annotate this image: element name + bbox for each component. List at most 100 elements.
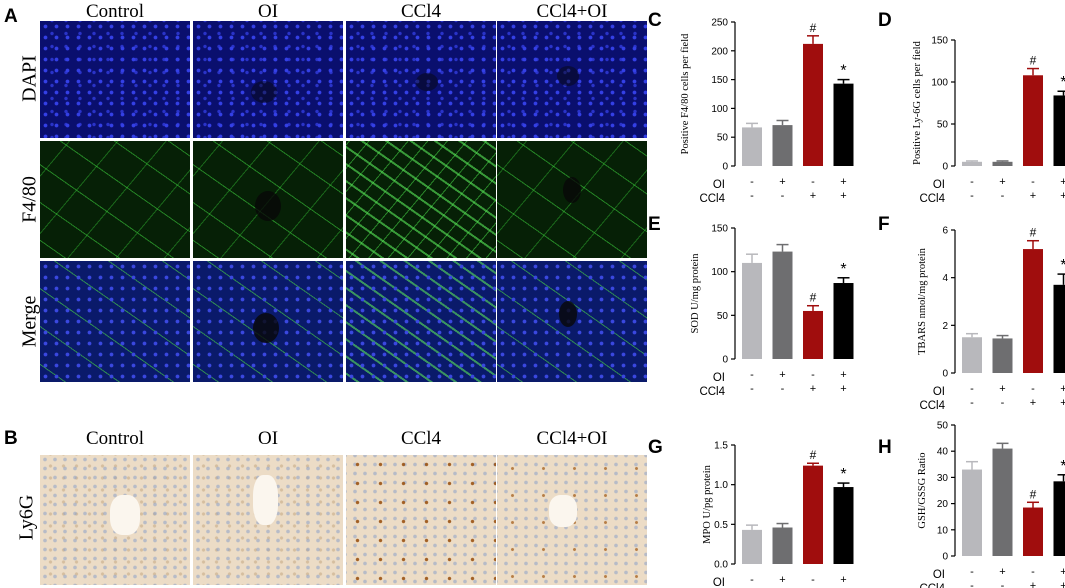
col-header-control: Control [85,1,145,22]
bar-h [992,448,1013,556]
significance-marker-d: # [1030,54,1037,68]
oi-sign-h: - [1031,566,1035,578]
image-f480-ccl4-oi [497,141,647,258]
oi-sign-e: + [779,369,785,381]
bar-f [1023,249,1043,373]
ccl4-sign-d: - [1001,190,1005,202]
y-tick-label-f: 4 [942,273,948,284]
y-tick-label-e: 100 [711,267,728,278]
y-axis-title-f: TBARS nmol/mg protein [917,247,928,355]
y-axis-title-c: Positive F4/80 cells per field [680,33,691,154]
oi-sign-d: + [999,176,1005,188]
oi-sign-d: - [970,176,974,188]
chart-letter-e: E [648,214,661,235]
oi-sign-h: + [1060,566,1065,578]
bar-c [803,43,823,166]
y-tick-label-d: 150 [931,36,948,47]
y-tick-label-h: 50 [937,421,949,432]
bar-g [742,529,762,564]
bar-e [803,310,823,359]
significance-marker-c: # [810,21,817,35]
oi-row-label-f: OI [933,386,945,398]
image-f480-oi [193,141,343,258]
significance-marker-f: * [1060,257,1065,274]
y-tick-label-h: 30 [937,473,949,484]
oi-sign-g: + [779,574,785,586]
y-tick-label-d: 0 [942,162,948,173]
y-tick-label-c: 50 [717,133,729,144]
y-axis-title-e: SOD U/mg protein [690,253,701,334]
oi-sign-c: - [811,176,815,188]
image-merge-control [40,261,190,382]
y-axis-title-d: Positive Ly-6G cells per field [912,40,923,164]
ccl4-sign-e: + [810,383,816,395]
image-ly6g-ccl4 [346,455,496,585]
significance-marker-c: * [840,63,846,80]
chart-letter-c: C [648,10,662,31]
y-tick-label-h: 10 [937,525,949,536]
significance-marker-d: * [1060,74,1065,91]
col-header-ccl4: CCl4 [400,1,442,22]
y-tick-label-g: 1.5 [714,441,728,452]
b-col-header-oi: OI [257,428,279,449]
bar-g [772,527,793,564]
y-tick-label-e: 0 [722,355,728,366]
oi-sign-c: + [840,176,846,188]
oi-sign-f: - [1031,383,1035,395]
ccl4-sign-h: + [1030,580,1036,588]
oi-row-label-d: OI [933,179,945,191]
chart-letter-f: F [878,214,890,235]
y-tick-label-g: 1.0 [714,480,728,491]
y-tick-label-c: 200 [711,46,728,57]
image-merge-oi [193,261,343,382]
y-axis-title-h: GSH/GSSG Ratio [917,452,928,528]
ccl4-sign-f: - [970,397,974,409]
ccl4-sign-c: - [750,190,754,202]
ccl4-sign-e: - [781,383,785,395]
bar-d [1023,75,1043,166]
col-header-oi: OI [257,1,279,22]
y-tick-label-g: 0.5 [714,520,728,531]
oi-sign-f: + [1060,383,1065,395]
significance-marker-e: * [840,261,846,278]
image-dapi-oi [193,21,343,138]
oi-sign-f: - [970,383,974,395]
y-tick-label-c: 100 [711,104,728,115]
ccl4-sign-d: + [1030,190,1036,202]
image-merge-ccl4-oi [497,261,647,382]
b-col-header-ccl4-oi: CCl4+OI [536,428,608,449]
chart-letter-h: H [878,437,892,458]
y-tick-label-c: 150 [711,75,728,86]
bar-h [962,469,982,556]
bar-f [1053,284,1065,373]
y-tick-label-f: 2 [942,321,948,332]
ccl4-sign-e: + [840,383,846,395]
image-merge-ccl4 [346,261,496,382]
bar-e [772,251,793,359]
ccl4-sign-f: + [1060,397,1065,409]
ccl4-sign-e: - [750,383,754,395]
ccl4-sign-d: + [1060,190,1065,202]
panel-letter-b: B [4,428,18,449]
oi-row-label-e: OI [713,372,725,384]
bar-c [742,127,762,166]
oi-row-label-g: OI [713,577,725,588]
oi-sign-e: + [840,369,846,381]
image-ly6g-control [40,455,190,585]
bar-h [1053,481,1065,556]
significance-marker-g: * [840,466,846,483]
oi-sign-g: - [811,574,815,586]
y-tick-label-h: 40 [937,447,949,458]
ccl4-row-label-d: CCl4 [919,193,945,205]
bar-d [962,161,982,166]
significance-marker-f: # [1030,226,1037,240]
significance-marker-h: * [1060,458,1065,475]
oi-sign-c: - [750,176,754,188]
y-tick-label-e: 150 [711,224,728,235]
bar-h [1023,507,1043,556]
oi-row-label-c: OI [713,179,725,191]
y-tick-label-h: 0 [942,552,948,563]
ccl4-sign-c: - [781,190,785,202]
oi-sign-h: + [999,566,1005,578]
